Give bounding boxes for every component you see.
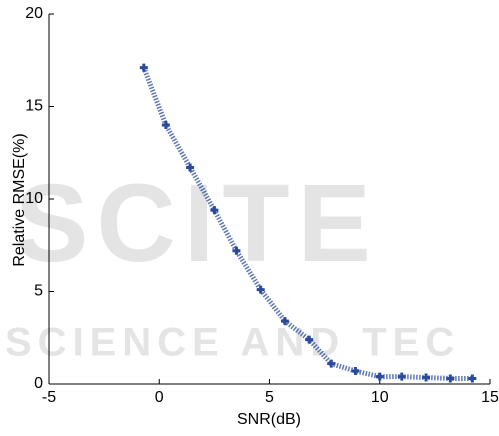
marker	[468, 374, 477, 383]
watermark: SCITE	[15, 162, 379, 285]
marker	[397, 372, 406, 381]
marker	[186, 163, 195, 172]
x-tick-label: 0	[155, 389, 164, 406]
marker	[375, 372, 384, 381]
x-tick-label: -5	[42, 389, 56, 406]
marker	[161, 121, 170, 129]
y-tick-label: 5	[34, 283, 43, 300]
marker	[351, 367, 360, 376]
y-tick-label: 0	[34, 375, 43, 392]
marker	[422, 373, 431, 382]
y-tick-label: 20	[25, 5, 43, 22]
y-tick-label: 15	[25, 98, 43, 115]
marker	[280, 317, 289, 326]
x-tick-label: 10	[371, 389, 389, 406]
marker	[327, 359, 336, 368]
y-tick-label: 10	[25, 190, 43, 207]
marker	[256, 285, 265, 294]
x-tick-label: 15	[481, 389, 499, 406]
y-axis-label: Relative RMSE(%)	[11, 133, 28, 266]
watermark: SCIENCE AND TEC	[5, 321, 460, 365]
x-tick-label: 5	[265, 389, 274, 406]
marker	[305, 335, 314, 344]
marker	[446, 374, 455, 383]
marker	[210, 206, 219, 215]
marker	[232, 246, 241, 255]
marker	[139, 63, 148, 72]
x-axis-label: SNR(dB)	[237, 411, 301, 428]
